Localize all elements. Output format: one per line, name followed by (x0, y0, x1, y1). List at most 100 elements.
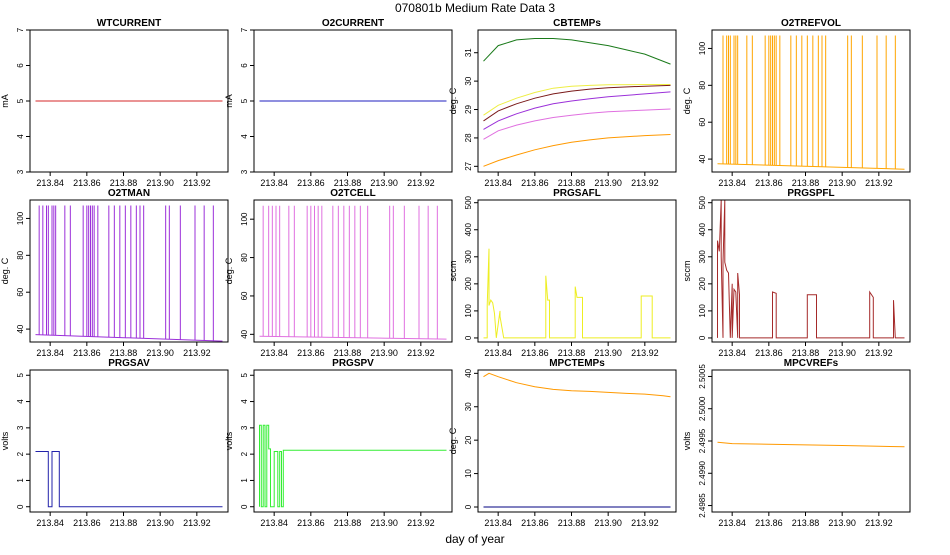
series-line-green (483, 38, 671, 65)
y-tick-label: 1 (240, 478, 249, 483)
y-tick-label: 300 (698, 250, 707, 264)
series-line-o2trefvol (717, 163, 905, 170)
x-tick-label: 213.88 (110, 348, 138, 358)
x-tick-label: 213.88 (334, 518, 362, 528)
x-tick-label: 213.88 (558, 348, 586, 358)
y-tick-label: 4 (240, 134, 249, 139)
x-tick-label: 213.90 (370, 178, 398, 188)
y-tick-label: 2.4990 (698, 460, 707, 485)
x-tick-label: 213.92 (407, 518, 435, 528)
panel-title: CBTEMPs (553, 18, 601, 29)
x-tick-label: 213.88 (334, 178, 362, 188)
x-tick-label: 213.90 (146, 178, 174, 188)
y-tick-label: 4 (16, 399, 25, 404)
y-tick-label: 500 (464, 195, 473, 209)
plot-area (483, 38, 671, 167)
x-tick-label: 213.86 (755, 178, 783, 188)
panel-title: WTCURRENT (97, 18, 161, 29)
x-tick-label: 213.92 (865, 518, 893, 528)
y-tick-label: 200 (464, 277, 473, 291)
panel-title: PRGSAFL (553, 188, 601, 199)
x-tick-label: 213.86 (297, 518, 325, 528)
x-tick-label: 213.88 (558, 178, 586, 188)
y-tick-label: 40 (698, 154, 707, 163)
panel-o2trefvol: O2TREFVOL deg. C 213.84 213.86 213.88 213.90 2… (682, 18, 911, 188)
panel-frame (711, 369, 911, 513)
x-tick-label: 213.90 (828, 348, 856, 358)
panel-frame (29, 369, 229, 513)
series-line-orange (717, 441, 905, 448)
panel-title: O2TCELL (330, 188, 376, 199)
y-tick-label: 400 (698, 223, 707, 237)
x-tick-label: 213.88 (792, 348, 820, 358)
x-tick-label: 213.86 (521, 518, 549, 528)
y-tick-label: 100 (464, 304, 473, 318)
y-tick-label: 20 (464, 435, 473, 444)
x-tick-label: 213.92 (865, 348, 893, 358)
y-tick-label: 200 (698, 277, 707, 291)
panel-frame (711, 29, 911, 173)
y-tick-label: 10 (464, 469, 473, 478)
y-tick-label: 2 (240, 451, 249, 456)
y-tick-label: 80 (698, 80, 707, 89)
panel-ylabel: deg. C (0, 257, 10, 284)
panel-ylabel: deg. C (448, 427, 458, 454)
y-tick-label: 2.5000 (698, 396, 707, 421)
panel-ylabel: deg. C (448, 87, 458, 114)
y-tick-label: 40 (464, 368, 473, 377)
panel-frame (477, 29, 677, 173)
y-tick-label: 5 (16, 372, 25, 377)
y-tick-label: 2.5005 (698, 364, 707, 389)
x-tick-label: 213.86 (521, 348, 549, 358)
panel-ylabel: deg. C (682, 87, 692, 114)
panel-title: PRGSAV (108, 358, 150, 369)
panel-frame (477, 369, 677, 513)
panel-title: O2CURRENT (322, 18, 384, 29)
y-tick-label: 0 (464, 504, 473, 509)
panel-cbtemps: CBTEMPs deg. C 213.84 213.86 213.88 213.90 213… (448, 18, 677, 188)
y-tick-label: 40 (16, 324, 25, 333)
panel-title: PRGSPV (332, 358, 374, 369)
x-tick-label: 213.90 (828, 518, 856, 528)
panel-mpctemps: MPCTEMPs deg. C 213.84 213.86 213.88 213.90 21… (448, 358, 677, 528)
x-tick-label: 213.92 (631, 348, 659, 358)
panel-ylabel: sccm (448, 261, 458, 282)
y-tick-label: 100 (240, 212, 249, 226)
x-tick-label: 213.86 (73, 348, 101, 358)
y-tick-label: 0 (240, 504, 249, 509)
x-tick-label: 213.84 (36, 348, 64, 358)
series-line-o2tman (35, 334, 223, 342)
y-tick-label: 3 (16, 425, 25, 430)
y-tick-label: 1 (16, 478, 25, 483)
series-line-brown (483, 84, 671, 122)
panel-frame (253, 369, 453, 513)
x-tick-label: 213.88 (792, 178, 820, 188)
y-tick-label: 0 (464, 335, 473, 340)
x-tick-label: 213.92 (407, 348, 435, 358)
plot-area (35, 451, 223, 508)
plot-area (483, 248, 671, 339)
x-tick-label: 213.84 (718, 348, 746, 358)
series-line-pink (483, 108, 671, 140)
x-tick-label: 213.84 (260, 348, 288, 358)
plot-area (717, 441, 905, 448)
panel-prgspv: PRGSPV volts 213.84 213.86 213.88 213.90 213.9… (224, 358, 453, 528)
x-tick-label: 213.88 (792, 518, 820, 528)
panel-ylabel: mA (224, 94, 234, 108)
x-tick-label: 213.84 (484, 518, 512, 528)
x-tick-label: 213.86 (73, 518, 101, 528)
x-tick-label: 213.90 (146, 348, 174, 358)
panel-o2current: O2CURRENT mA 213.84 213.86 213.88 213.90 213.9… (224, 18, 453, 188)
y-tick-label: 6 (240, 63, 249, 68)
panel-frame (29, 29, 229, 173)
panel-o2tman: O2TMAN deg. C 213.84 213.86 213.88 213.90 213.… (0, 188, 229, 358)
y-tick-label: 7 (16, 27, 25, 32)
series-line-prgspv (259, 424, 447, 508)
y-tick-label: 30 (464, 402, 473, 411)
x-tick-label: 213.88 (334, 348, 362, 358)
x-tick-label: 213.84 (36, 518, 64, 528)
panel-mpcvrefs: MPCVREFs volts 213.84 213.86 213.88 213.90 213… (682, 358, 911, 528)
panel-frame (253, 29, 453, 173)
y-tick-label: 2 (16, 451, 25, 456)
y-tick-label: 4 (16, 134, 25, 139)
